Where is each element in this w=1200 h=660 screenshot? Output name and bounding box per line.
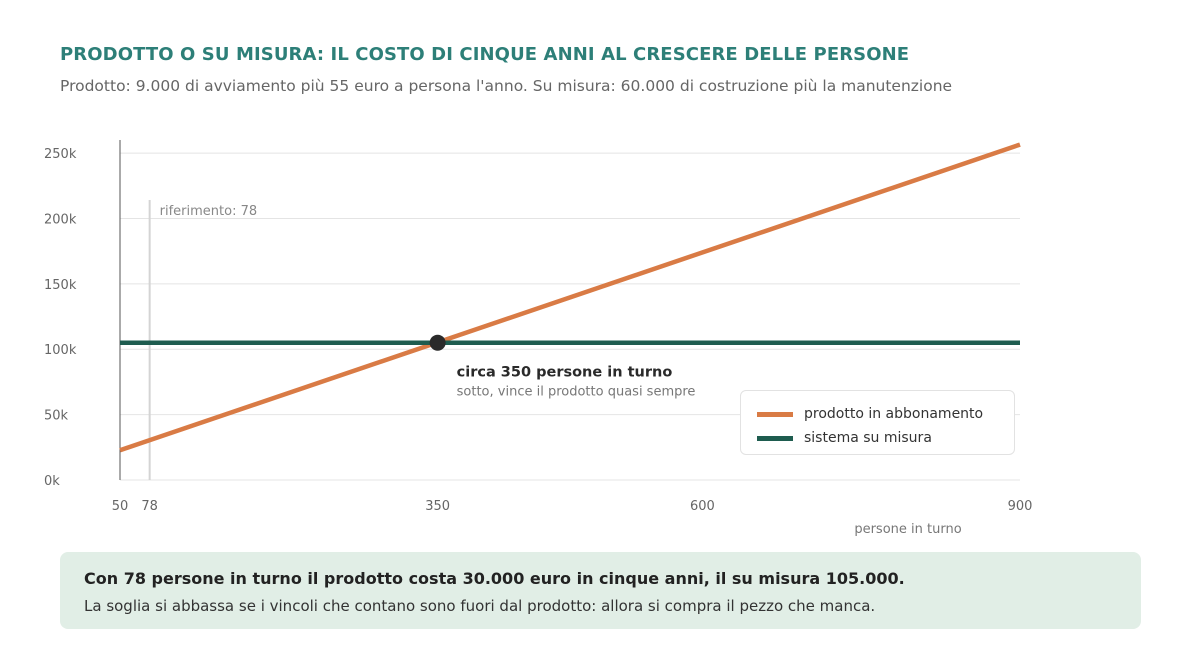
legend-swatch-product xyxy=(757,411,793,417)
x-tick-label-78: 78 xyxy=(141,499,158,514)
legend-label-product: prodotto in abbonamento xyxy=(804,406,984,422)
crossover-label: circa 350 persone in turno xyxy=(457,365,673,381)
y-tick-label-50k: 50k xyxy=(44,409,69,424)
series-lines xyxy=(119,142,1021,453)
x-axis-title: persone in turno xyxy=(854,522,961,537)
y-tick-label-100k: 100k xyxy=(44,343,77,358)
x-tick-label-600: 600 xyxy=(690,499,715,514)
y-tick-label-0k: 0k xyxy=(44,474,60,489)
series-line-product xyxy=(119,142,1021,453)
legend-swatch-custom xyxy=(757,435,793,441)
x-tick-label-50: 50 xyxy=(112,499,129,514)
x-axis-ticks: 50 78 350 600 900 xyxy=(112,499,1033,514)
chart-subtitle: Prodotto: 9.000 di avviamento più 55 eur… xyxy=(60,77,953,95)
reference-line-label: riferimento: 78 xyxy=(160,204,258,219)
y-tick-label-200k: 200k xyxy=(44,212,77,227)
x-tick-label-900: 900 xyxy=(1008,499,1033,514)
crossover-point xyxy=(429,334,446,351)
callout-sub-text: La soglia si abbassa se i vincoli che co… xyxy=(84,597,876,615)
y-axis-ticks: 0k 50k 100k 150k 200k 250k xyxy=(44,147,77,489)
crossover-sublabel: sotto, vince il prodotto quasi sempre xyxy=(457,385,696,400)
legend: prodotto in abbonamento sistema su misur… xyxy=(740,390,1015,455)
y-tick-label-150k: 150k xyxy=(44,278,77,293)
chart-title: PRODOTTO O SU MISURA: IL COSTO DI CINQUE… xyxy=(60,44,910,65)
callout-main-text: Con 78 persone in turno il prodotto cost… xyxy=(84,569,905,588)
legend-item-product: prodotto in abbonamento xyxy=(757,405,983,423)
callout-box: Con 78 persone in turno il prodotto cost… xyxy=(60,552,1141,629)
x-tick-label-350: 350 xyxy=(425,499,450,514)
legend-item-custom: sistema su misura xyxy=(757,429,932,447)
y-tick-label-250k: 250k xyxy=(44,147,77,162)
legend-label-custom: sistema su misura xyxy=(804,430,932,446)
reference-line: riferimento: 78 xyxy=(148,200,258,480)
